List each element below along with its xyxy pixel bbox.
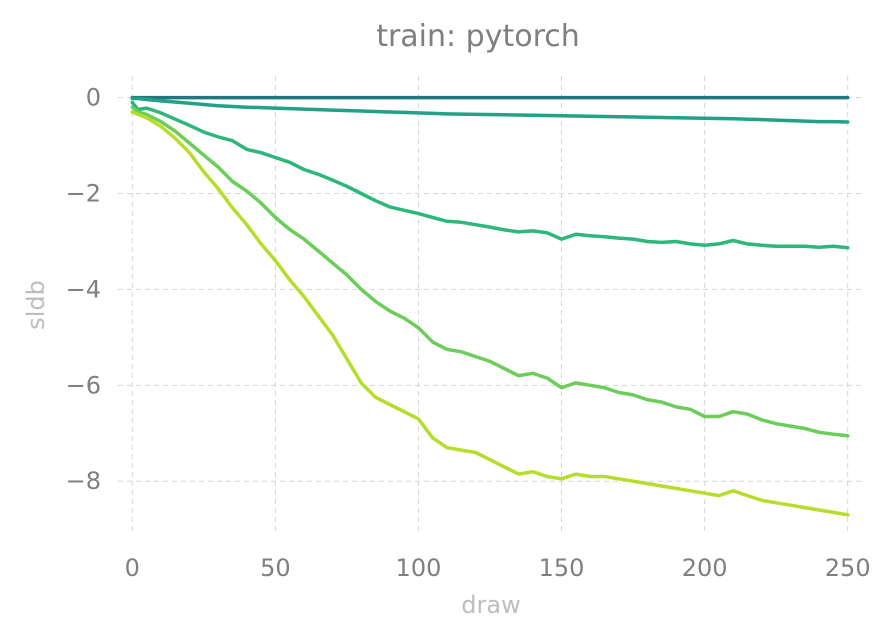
y-tick-label-4: −8 <box>66 467 101 495</box>
series-line-3 <box>130 100 850 250</box>
chart-title: train: pytorch <box>376 19 580 54</box>
series-line-5 <box>130 110 850 517</box>
x-tick-labels: 0 50 100 150 200 250 <box>125 554 871 582</box>
series-line-4 <box>130 105 850 438</box>
x-tick-label-5: 250 <box>825 554 871 582</box>
grid <box>118 76 862 534</box>
y-tick-label-0: 0 <box>86 84 101 112</box>
x-tick-label-1: 50 <box>260 554 291 582</box>
x-axis-label: draw <box>461 591 520 619</box>
x-tick-label-0: 0 <box>125 554 140 582</box>
series-line-2 <box>130 96 850 124</box>
y-tick-labels: 0 −2 −4 −6 −8 <box>66 84 101 496</box>
x-tick-label-4: 200 <box>682 554 728 582</box>
x-tick-label-3: 150 <box>539 554 585 582</box>
y-axis-label: sldb <box>22 280 50 330</box>
y-tick-label-1: −2 <box>66 179 101 207</box>
y-tick-label-2: −4 <box>66 275 101 303</box>
y-tick-label-3: −6 <box>66 371 101 399</box>
x-tick-label-2: 100 <box>396 554 442 582</box>
series-layer <box>130 95 850 517</box>
